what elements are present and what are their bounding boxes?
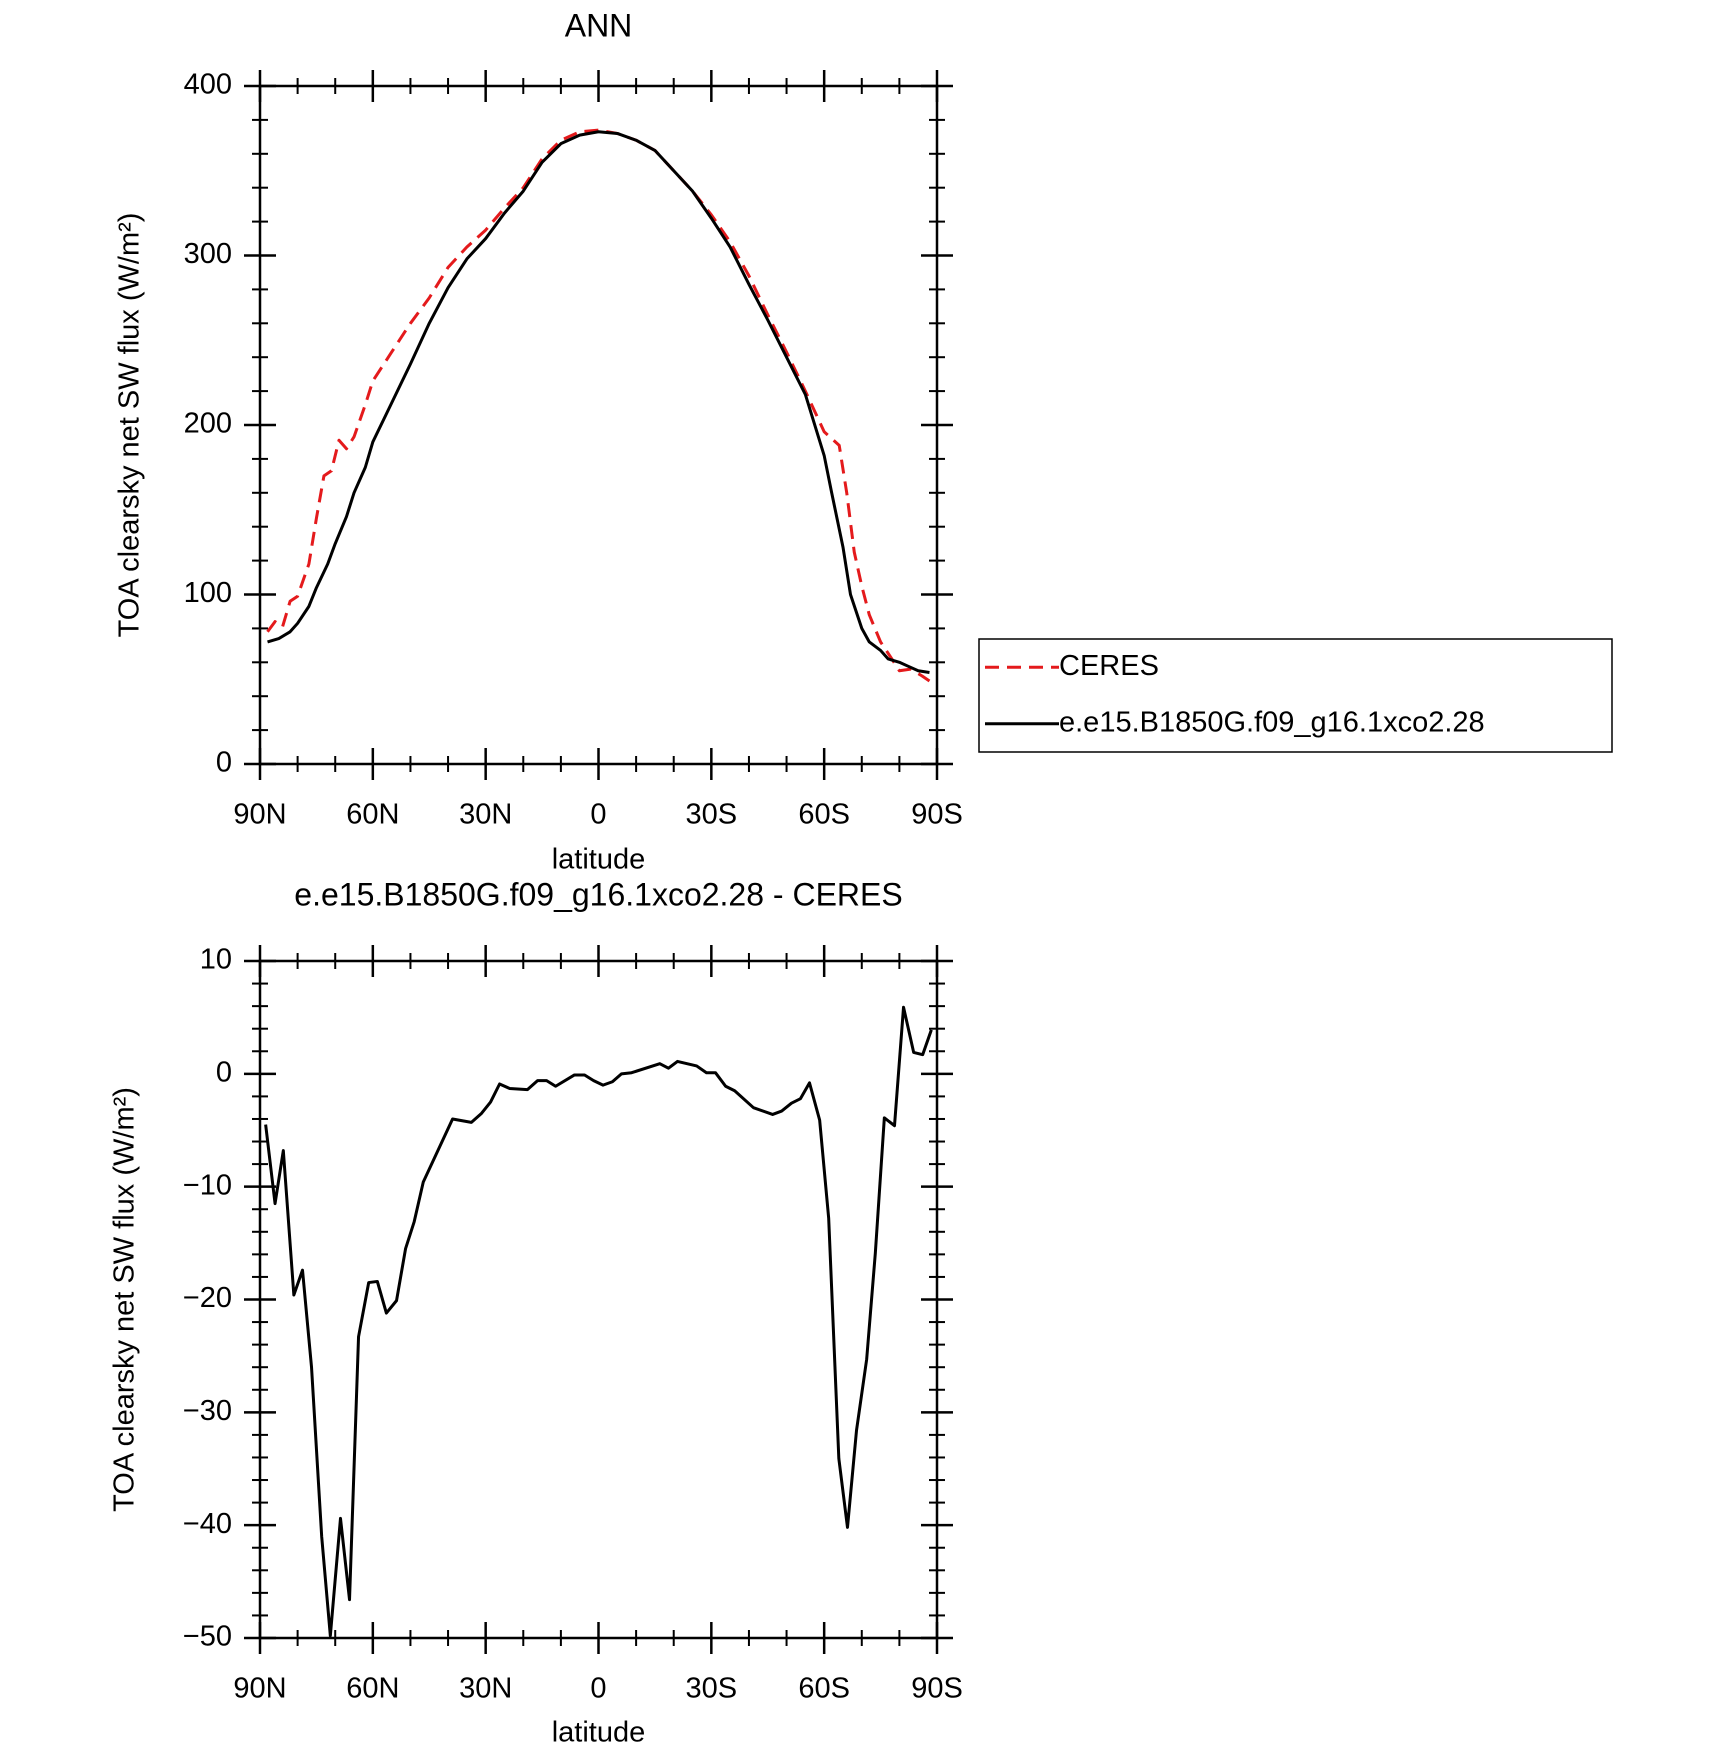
x-tick-label: 90S <box>911 799 963 831</box>
data-line <box>267 130 930 674</box>
x-tick-label: 90N <box>233 1673 286 1705</box>
x-tick-label: 90S <box>911 1673 963 1705</box>
data-line <box>266 128 931 683</box>
chart-title: e.e15.B1850G.f09_g16.1xco2.28 - CERES <box>294 876 902 912</box>
y-axis-label: TOA clearsky net SW flux (W/m²) <box>109 1087 141 1512</box>
y-tick-label: 10 <box>200 944 232 976</box>
chart-title: ANN <box>565 7 633 43</box>
y-tick-label: 300 <box>184 238 232 270</box>
x-tick-label: 30S <box>686 1673 738 1705</box>
y-tick-label: 200 <box>184 408 232 440</box>
y-tick-label: −10 <box>183 1169 232 1201</box>
x-tick-label: 0 <box>590 1673 606 1705</box>
x-tick-label: 60N <box>346 1673 399 1705</box>
x-tick-label: 60N <box>346 799 399 831</box>
legend-label: e.e15.B1850G.f09_g16.1xco2.28 <box>1059 706 1485 738</box>
y-axis-label: TOA clearsky net SW flux (W/m²) <box>114 213 146 638</box>
legend-label: CERES <box>1059 650 1159 682</box>
x-tick-label: 30S <box>686 799 738 831</box>
y-tick-label: −20 <box>183 1282 232 1314</box>
plot-frame <box>258 84 939 766</box>
x-tick-label: 30N <box>459 1673 512 1705</box>
x-axis-label: latitude <box>552 844 646 876</box>
x-tick-label: 0 <box>590 799 606 831</box>
x-tick-label: 60S <box>798 799 850 831</box>
y-tick-label: 0 <box>216 747 232 779</box>
x-axis-label: latitude <box>552 1717 646 1745</box>
y-tick-label: −30 <box>183 1395 232 1427</box>
legend-box <box>978 638 1613 753</box>
y-tick-label: −50 <box>183 1621 232 1653</box>
plot-frame <box>258 959 939 1640</box>
y-tick-label: 400 <box>184 69 232 101</box>
y-tick-label: 100 <box>184 577 232 609</box>
x-tick-label: 90N <box>233 799 286 831</box>
y-tick-label: −40 <box>183 1508 232 1540</box>
y-tick-label: 0 <box>216 1056 232 1088</box>
x-tick-label: 30N <box>459 799 512 831</box>
x-tick-label: 60S <box>798 1673 850 1705</box>
data-line <box>264 1005 933 1638</box>
